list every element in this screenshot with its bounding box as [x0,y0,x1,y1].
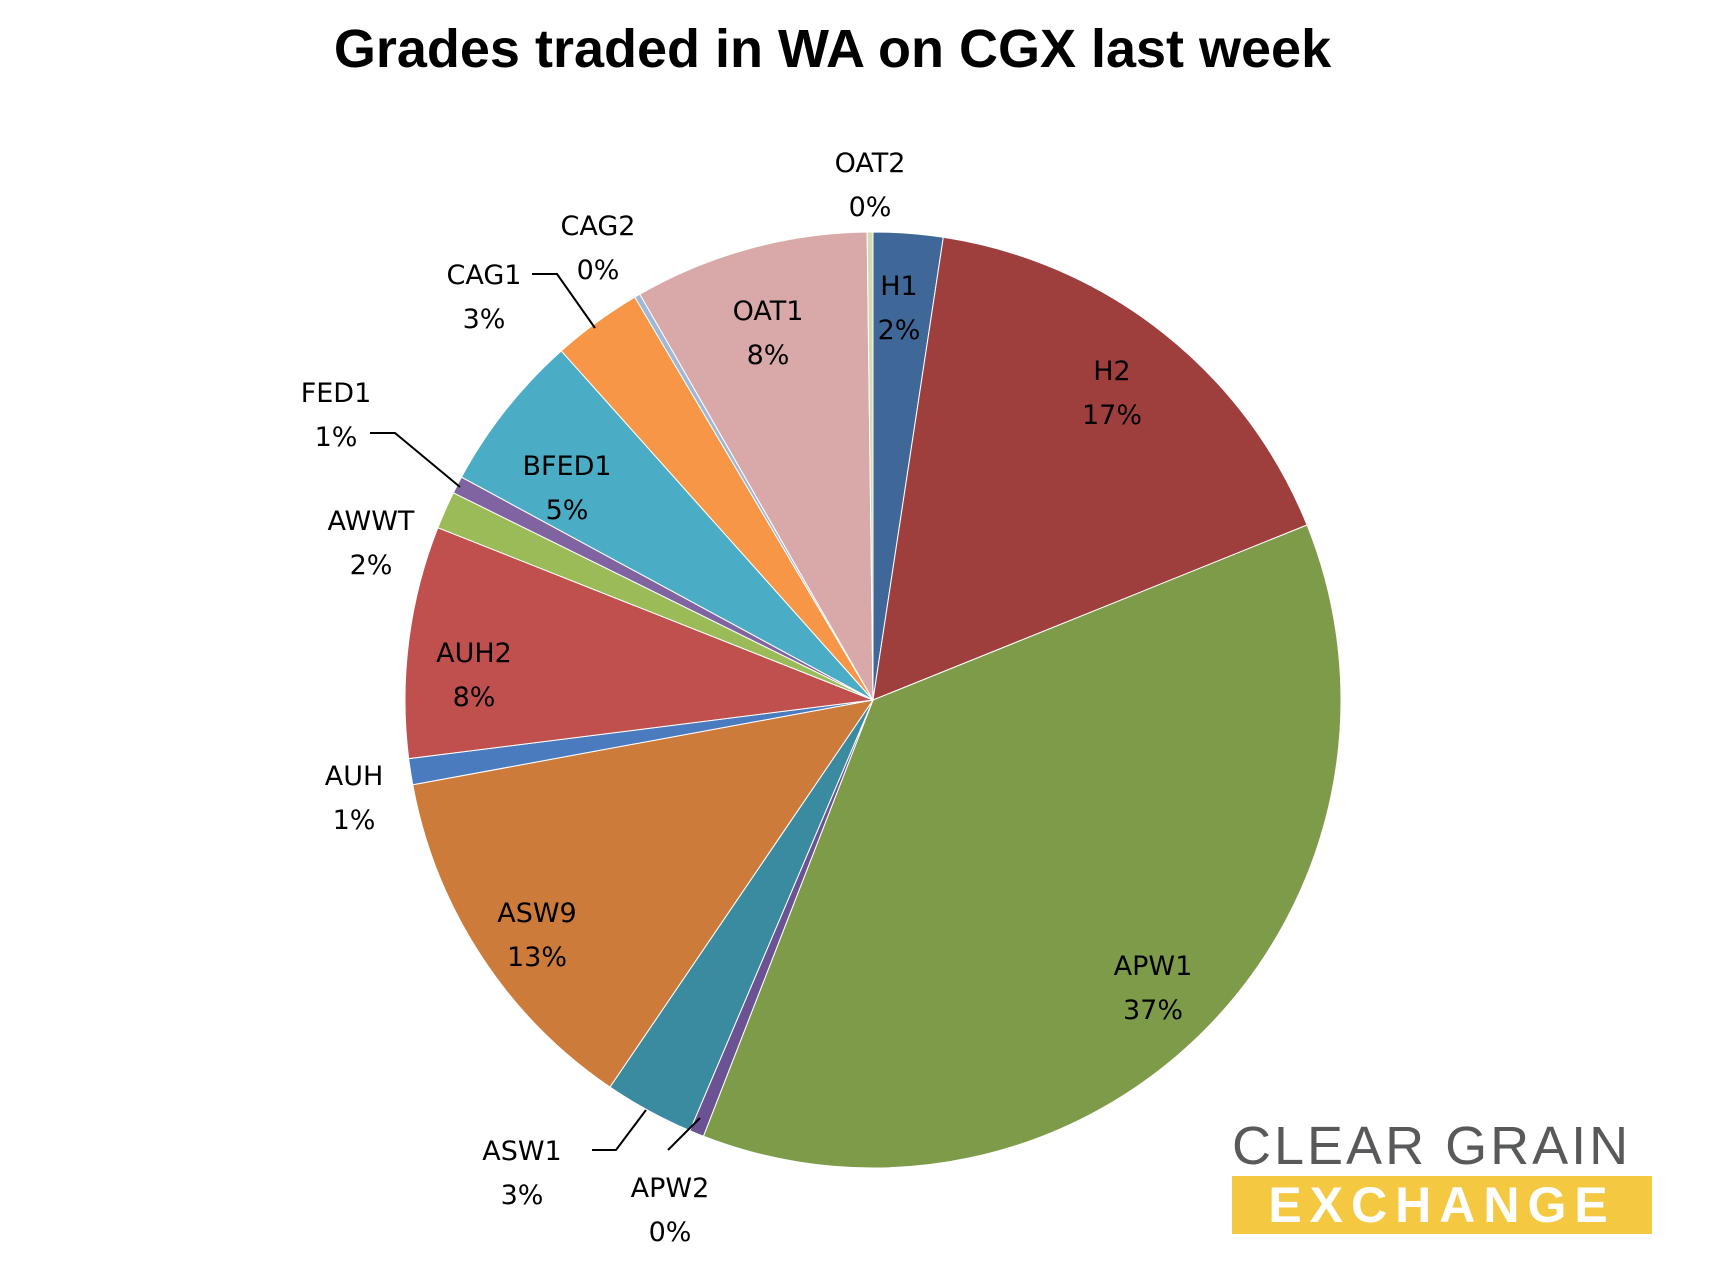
slice-label-percent: 5% [546,495,589,526]
slice-label-name: FED1 [301,378,372,409]
slice-label-percent: 17% [1082,400,1142,431]
slice-label-name: CAG2 [561,211,636,242]
logo-line1: CLEAR GRAIN [1232,1116,1632,1176]
pie-slice-apw1 [702,524,1342,1169]
pie-slice-oat1 [639,231,874,702]
slice-label-name: H2 [1093,356,1130,387]
pie-slice-h2 [872,236,1308,701]
slice-label-oat1: OAT1 8% [733,296,804,371]
pie-slices [404,231,1342,1169]
leader-line-cag1 [532,273,596,329]
slice-label-bfed1: BFED1 5% [522,451,611,526]
slice-label-percent: 0% [849,192,892,223]
slice-label-name: OAT2 [835,148,906,179]
slice-label-cag1: CAG1 3% [447,260,522,335]
slice-label-auh: AUH 1% [325,761,384,836]
slice-label-name: H1 [880,271,917,302]
slice-label-asw1: ASW1 3% [482,1136,561,1211]
slice-label-name: BFED1 [522,451,611,482]
slice-label-apw2: APW2 0% [631,1173,710,1248]
pie-slice-bfed1 [460,350,874,701]
slice-label-percent: 2% [878,315,921,346]
slice-label-percent: 13% [507,942,567,973]
slice-label-percent: 37% [1123,995,1183,1026]
slice-label-name: ASW9 [497,898,576,929]
leader-line-asw1 [592,1109,647,1151]
pie-slice-oat2 [866,231,874,701]
leader-line-apw2 [667,1117,701,1151]
slice-label-name: AUH2 [436,638,512,669]
slice-label-percent: 8% [747,340,790,371]
slice-label-apw1: APW1 37% [1114,951,1193,1026]
leader-line-fed1 [370,432,461,488]
slice-label-name: AWWT [328,506,415,537]
slice-label-percent: 1% [333,805,376,836]
slice-label-name: ASW1 [482,1136,561,1167]
slice-label-percent: 0% [577,255,620,286]
slice-label-percent: 3% [463,304,506,335]
slice-label-awwt: AWWT 2% [328,506,415,581]
slice-label-percent: 3% [501,1180,544,1211]
slice-labels: H1 2%H2 17%APW1 37%APW2 0%ASW1 3%ASW9 13%AUH 1%… [301,148,1193,1248]
slice-label-h1: H1 2% [878,271,921,346]
pie-slice-auh2 [404,527,874,760]
chart-title: Grades traded in WA on CGX last week [333,19,1332,79]
slice-label-auh2: AUH2 8% [436,638,512,713]
slice-label-oat2: OAT2 0% [835,148,906,223]
slice-label-cag2: CAG2 0% [561,211,636,286]
leader-lines [370,273,701,1151]
pie-slice-asw9 [412,699,875,1088]
slice-label-asw9: ASW9 13% [497,898,576,973]
slice-label-percent: 0% [649,1217,692,1248]
slice-label-name: OAT1 [733,296,804,327]
slice-label-name: AUH [325,761,384,792]
slice-label-percent: 8% [453,682,496,713]
logo-line2: EXCHANGE [1232,1176,1652,1234]
slice-label-h2: H2 17% [1082,356,1142,431]
slice-label-percent: 2% [350,550,393,581]
slice-label-name: APW1 [1114,951,1193,982]
slice-label-name: APW2 [631,1173,710,1204]
slice-label-fed1: FED1 1% [301,378,372,453]
slice-label-name: CAG1 [447,260,522,291]
slice-label-percent: 1% [315,422,358,453]
clear-grain-exchange-logo: CLEAR GRAIN EXCHANGE [1232,1118,1652,1234]
